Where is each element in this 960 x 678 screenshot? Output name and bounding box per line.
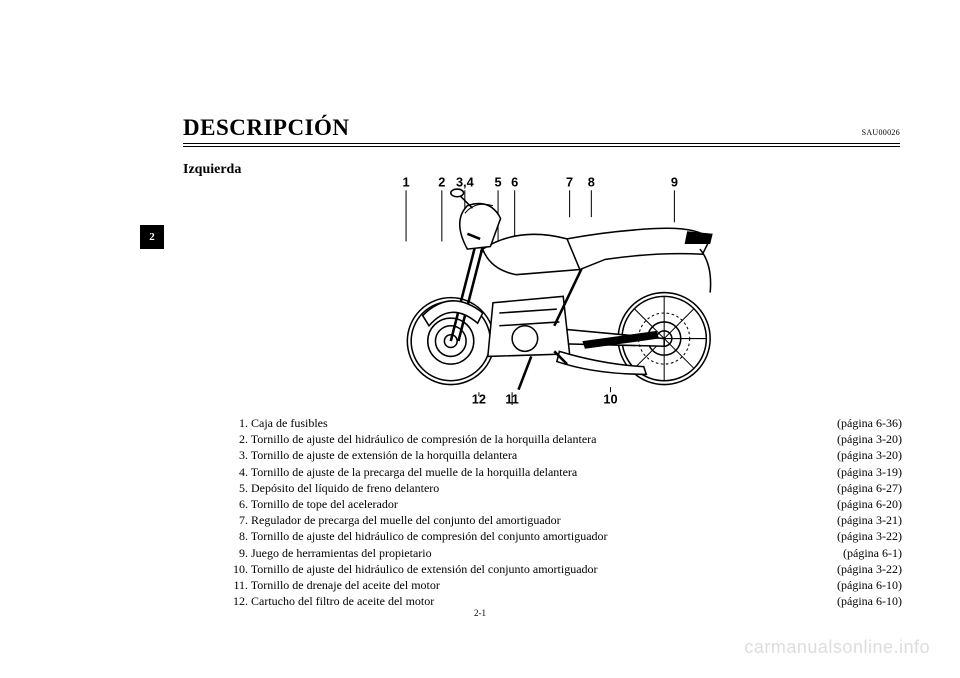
callout-label: 11 xyxy=(505,392,518,405)
header-rules xyxy=(183,143,900,147)
legend-text: 8. Tornillo de ajuste del hidráulico de … xyxy=(230,528,608,544)
legend-row: 12. Cartucho del filtro de aceite del mo… xyxy=(230,593,902,609)
motorcycle-figure: 123,456789 121110 xyxy=(346,175,806,405)
legend-page-ref: (página 6-10) xyxy=(837,593,902,609)
legend-row: 4. Tornillo de ajuste de la precarga del… xyxy=(230,464,902,480)
watermark: carmanualsonline.info xyxy=(744,637,930,658)
legend-text: 4. Tornillo de ajuste de la precarga del… xyxy=(230,464,577,480)
legend-row: 3. Tornillo de ajuste de extensión de la… xyxy=(230,447,902,463)
legend-number: 11. xyxy=(230,577,248,593)
callout-label: 5 xyxy=(495,175,502,190)
legend-row: 10. Tornillo de ajuste del hidráulico de… xyxy=(230,561,902,577)
legend-page-ref: (página 6-1) xyxy=(843,545,902,561)
callout-label: 9 xyxy=(671,175,678,190)
view-subtitle: Izquierda xyxy=(183,162,241,178)
callout-label: 12 xyxy=(472,392,486,405)
doc-code: SAU00026 xyxy=(862,128,900,137)
legend-text: 9. Juego de herramientas del propietario xyxy=(230,545,432,561)
legend-row: 1. Caja de fusibles (página 6-36) xyxy=(230,415,902,431)
callout-label: 3,4 xyxy=(456,175,475,190)
legend-row: 5. Depósito del líquido de freno delante… xyxy=(230,480,902,496)
callout-label: 8 xyxy=(588,175,595,190)
legend-row: 11. Tornillo de drenaje del aceite del m… xyxy=(230,577,902,593)
legend-number: 1. xyxy=(230,415,248,431)
header-line: DESCRIPCIÓN SAU00026 xyxy=(183,115,900,141)
callout-label: 10 xyxy=(603,392,617,405)
page-number: 2-1 xyxy=(0,608,960,618)
legend-number: 3. xyxy=(230,447,248,463)
callout-label: 6 xyxy=(511,175,518,190)
page-header: DESCRIPCIÓN SAU00026 xyxy=(183,115,900,147)
legend-number: 10. xyxy=(230,561,248,577)
legend-page-ref: (página 6-36) xyxy=(837,415,902,431)
legend-page-ref: (página 3-22) xyxy=(837,561,902,577)
legend-page-ref: (página 6-27) xyxy=(837,480,902,496)
callout-label: 2 xyxy=(438,175,445,190)
callout-label: 1 xyxy=(403,175,410,190)
legend-text: 6. Tornillo de tope del acelerador xyxy=(230,496,398,512)
legend-page-ref: (página 6-10) xyxy=(837,577,902,593)
legend-number: 5. xyxy=(230,480,248,496)
legend-row: 6. Tornillo de tope del acelerador (págin… xyxy=(230,496,902,512)
legend-page-ref: (página 3-20) xyxy=(837,447,902,463)
legend-row: 9. Juego de herramientas del propietario… xyxy=(230,545,902,561)
legend-number: 2. xyxy=(230,431,248,447)
callout-label: 7 xyxy=(566,175,573,190)
legend-page-ref: (página 3-22) xyxy=(837,528,902,544)
legend-number: 12. xyxy=(230,593,248,609)
legend-page-ref: (página 6-20) xyxy=(837,496,902,512)
legend-text: 10. Tornillo de ajuste del hidráulico de… xyxy=(230,561,598,577)
legend-text: 2. Tornillo de ajuste del hidráulico de … xyxy=(230,431,597,447)
legend-number: 7. xyxy=(230,512,248,528)
legend-row: 8. Tornillo de ajuste del hidráulico de … xyxy=(230,528,902,544)
legend-number: 4. xyxy=(230,464,248,480)
legend-number: 6. xyxy=(230,496,248,512)
manual-page: DESCRIPCIÓN SAU00026 Izquierda 2 123,456… xyxy=(0,0,960,678)
motorcycle-svg: 123,456789 121110 xyxy=(346,175,806,405)
legend-text: 12. Cartucho del filtro de aceite del mo… xyxy=(230,593,434,609)
legend-page-ref: (página 3-19) xyxy=(837,464,902,480)
legend-row: 2. Tornillo de ajuste del hidráulico de … xyxy=(230,431,902,447)
legend-text: 3. Tornillo de ajuste de extensión de la… xyxy=(230,447,517,463)
rule-bottom xyxy=(183,146,900,147)
legend-number: 9. xyxy=(230,545,248,561)
legend-text: 11. Tornillo de drenaje del aceite del m… xyxy=(230,577,440,593)
legend-text: 1. Caja de fusibles xyxy=(230,415,328,431)
parts-legend: 1. Caja de fusibles (página 6-36) 2. Torni… xyxy=(230,415,902,609)
chapter-tab: 2 xyxy=(140,225,164,249)
page-title: DESCRIPCIÓN xyxy=(183,115,350,141)
legend-text: 5. Depósito del líquido de freno delante… xyxy=(230,480,439,496)
motorcycle-illustration xyxy=(407,189,712,390)
legend-number: 8. xyxy=(230,528,248,544)
legend-text: 7. Regulador de precarga del muelle del … xyxy=(230,512,561,528)
legend-row: 7. Regulador de precarga del muelle del … xyxy=(230,512,902,528)
legend-page-ref: (página 3-20) xyxy=(837,431,902,447)
legend-page-ref: (página 3-21) xyxy=(837,512,902,528)
